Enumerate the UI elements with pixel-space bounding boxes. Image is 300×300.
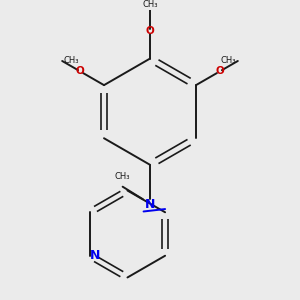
Text: N: N [89, 249, 100, 262]
Text: CH₃: CH₃ [221, 56, 236, 65]
Text: O: O [216, 66, 225, 76]
Text: O: O [75, 66, 84, 76]
Text: CH₃: CH₃ [64, 56, 79, 65]
Text: N: N [145, 198, 155, 211]
Text: CH₃: CH₃ [142, 0, 158, 9]
Text: O: O [146, 26, 154, 36]
Text: CH₃: CH₃ [114, 172, 130, 181]
